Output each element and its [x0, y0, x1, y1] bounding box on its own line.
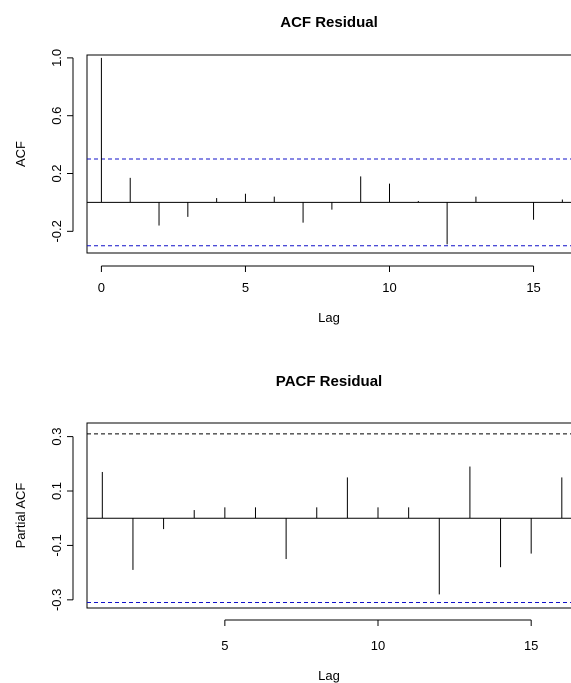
y-tick-label: 0.3: [49, 428, 64, 446]
chart-title: ACF Residual: [280, 14, 378, 31]
y-tick-label: -0.3: [49, 589, 64, 611]
y-tick-label: 0.2: [49, 164, 64, 182]
y-axis-label: ACF: [13, 141, 28, 167]
x-tick-label: 10: [371, 638, 385, 653]
x-tick-label: 10: [382, 280, 396, 295]
y-tick-label: 0.1: [49, 482, 64, 500]
x-axis-label: Lag: [318, 310, 340, 325]
x-tick-label: 5: [221, 638, 228, 653]
x-tick-label: 15: [526, 280, 540, 295]
y-tick-label: -0.1: [49, 534, 64, 556]
x-tick-label: 0: [98, 280, 105, 295]
x-axis-label: Lag: [318, 668, 340, 683]
chart-title: PACF Residual: [276, 373, 382, 390]
y-tick-label: 1.0: [49, 49, 64, 67]
pacf-panel: PACF Residual 5 10 15 -0.3 -0.1 0.1 0.3 Lag Parti…: [13, 373, 571, 683]
x-tick-label: 5: [242, 280, 249, 295]
acf-panel: ACF Residual 0 5 10 15 -0.2 0.2 0.6 1.0 Lag ACF: [13, 14, 571, 325]
plot-frame: [86, 422, 571, 609]
y-tick-label: 0.6: [49, 107, 64, 125]
x-tick-label: 15: [524, 638, 538, 653]
y-tick-label: -0.2: [49, 220, 64, 242]
plot-frame: [86, 54, 571, 254]
y-axis-label: Partial ACF: [13, 483, 28, 549]
